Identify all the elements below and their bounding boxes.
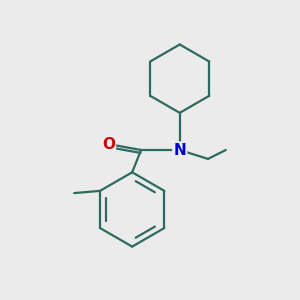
Text: N: N [173, 142, 186, 158]
Text: O: O [102, 136, 115, 152]
